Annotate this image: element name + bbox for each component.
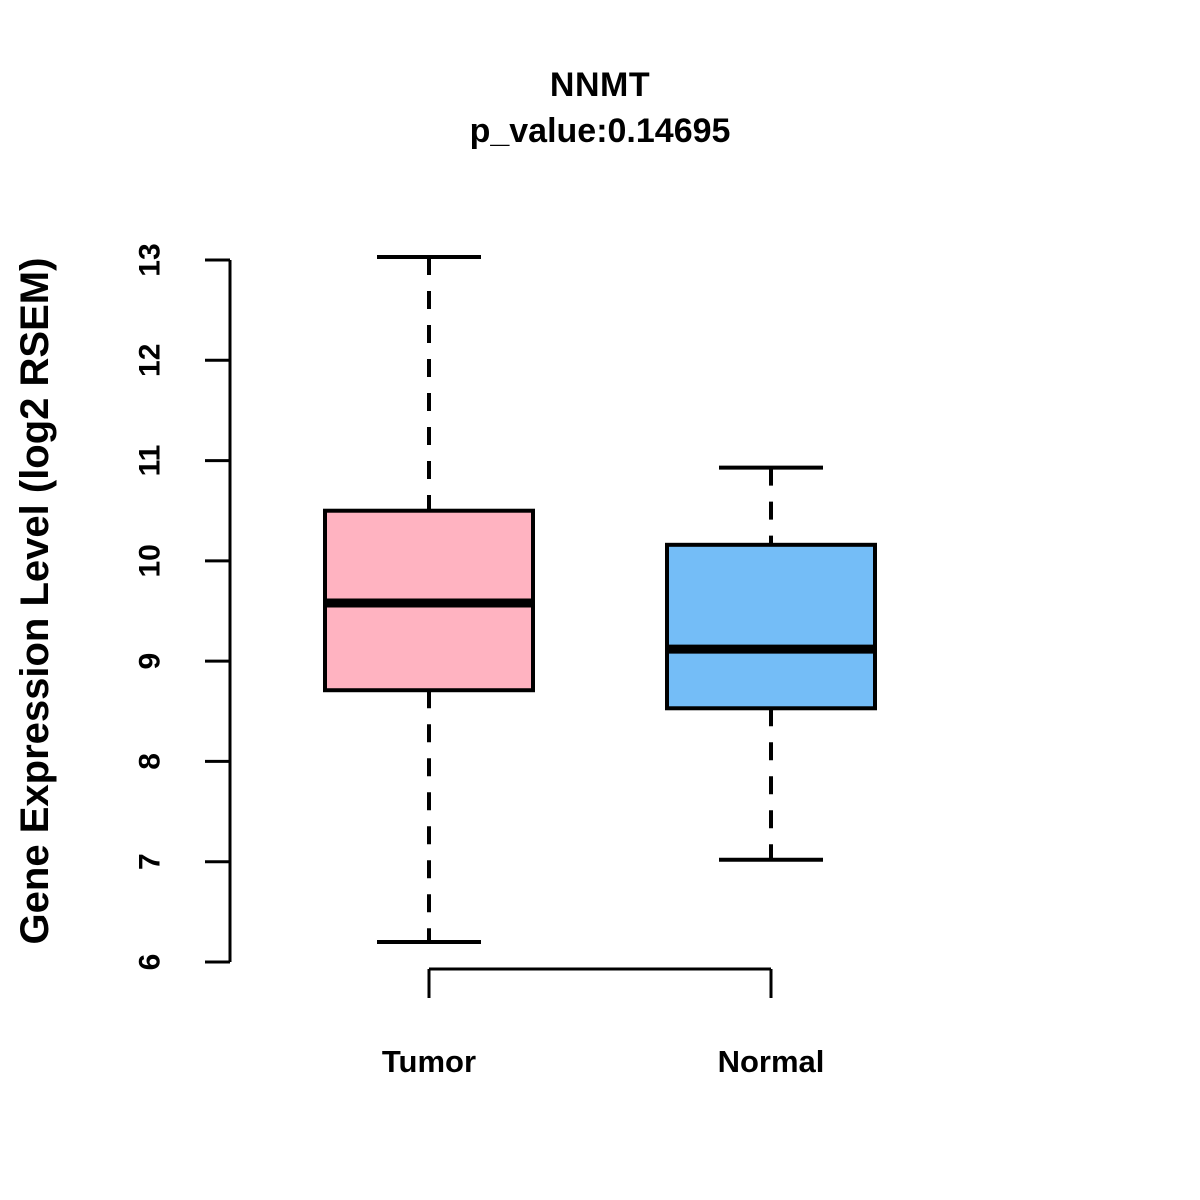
chart-title: NNMT (549, 66, 651, 104)
y-axis-title: Gene Expression Level (log2 RSEM) (13, 257, 57, 945)
category-label-normal: Normal (718, 1044, 825, 1079)
y-axis-tick-label-10: 10 (134, 544, 167, 577)
category-label-tumor: Tumor (382, 1044, 476, 1079)
y-axis-tick-label-12: 12 (134, 344, 167, 377)
y-axis-tick-label-8: 8 (134, 753, 167, 770)
y-axis-tick-label-9: 9 (134, 653, 167, 670)
chart-subtitle-pvalue: p_value:0.14695 (469, 112, 731, 150)
y-axis-tick-label-13: 13 (134, 243, 167, 276)
normal-box (665, 542, 877, 711)
y-axis-tick-label-6: 6 (134, 954, 167, 971)
y-axis-tick-label-11: 11 (134, 445, 167, 477)
y-axis-tick-label-7: 7 (134, 853, 167, 870)
